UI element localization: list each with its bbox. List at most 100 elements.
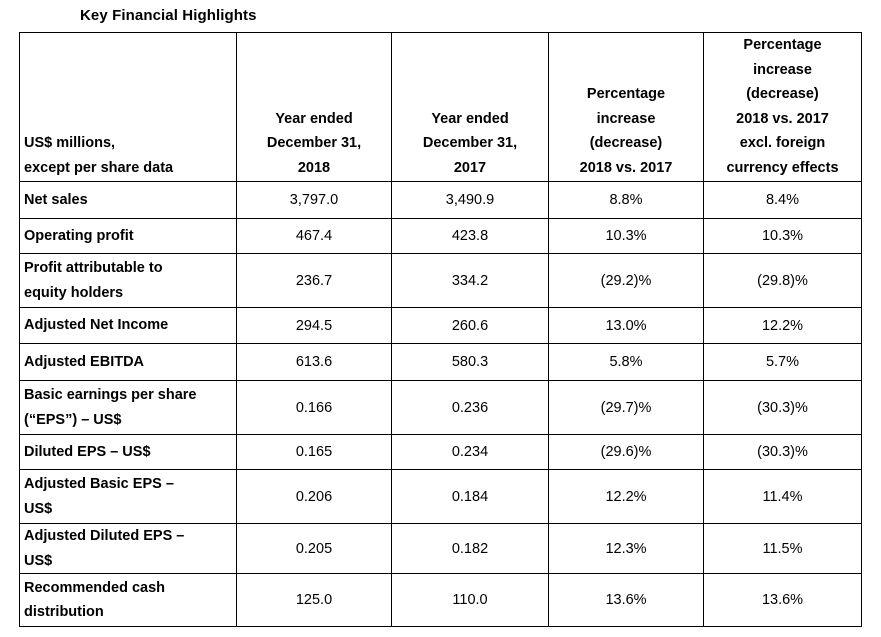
row-label: Adjusted EBITDA [19,343,237,381]
row-label-line: Net sales [24,191,88,208]
header-line: Percentage [743,37,822,53]
value-2017: 423.8 [391,218,549,254]
value-2018: 0.166 [236,380,392,435]
value-2017: 3,490.9 [391,181,549,219]
header-line: 2017 [453,159,487,176]
header-percentage-change-excl-fx: Percentage increase (decrease) 2018 vs. … [703,32,862,182]
financial-highlights-table: US$ millions, except per share data Year… [19,32,862,627]
value-pct-change-excl-fx: 13.6% [703,573,862,627]
header-year-2017: Year ended December 31, 2017 [391,32,549,182]
header-percentage-change: Percentage increase (decrease) 2018 vs. … [548,32,704,182]
row-label-line: distribution [24,604,104,620]
value-2018: 0.205 [236,523,392,574]
row-label-line: Operating profit [24,227,134,244]
row-label-line: US$ [24,500,53,517]
header-line: December 31, [422,135,518,151]
header-line: (decrease) [746,86,819,102]
value-pct-change-excl-fx: (29.8)% [703,253,862,308]
row-label: Net sales [19,181,237,219]
header-line: Year ended [431,110,509,127]
header-line: except per share data [24,159,174,176]
value-2018: 0.165 [236,434,392,470]
value-pct-change: 13.6% [548,573,704,627]
table-row: Diluted EPS – US$ 0.165 0.234 (29.6)% (3… [19,434,862,470]
value-pct-change-excl-fx: 11.5% [703,523,862,574]
row-label: Adjusted Diluted EPS – US$ [19,523,237,574]
value-2018: 3,797.0 [236,181,392,219]
row-label-line: Adjusted Net Income [24,317,169,334]
value-pct-change: (29.7)% [548,380,704,435]
value-pct-change-excl-fx: 10.3% [703,218,862,254]
header-line: currency effects [726,159,839,176]
value-2017: 260.6 [391,307,549,344]
header-line: Percentage [586,86,666,102]
value-pct-change-excl-fx: (30.3)% [703,380,862,435]
row-label: Operating profit [19,218,237,254]
value-pct-change: 8.8% [548,181,704,219]
value-2017: 334.2 [391,253,549,308]
table-row: Operating profit 467.4 423.8 10.3% 10.3% [19,218,862,254]
value-pct-change-excl-fx: 11.4% [703,469,862,524]
header-line: 2018 vs. 2017 [736,110,829,127]
header-year-2018: Year ended December 31, 2018 [236,32,392,182]
table-row: Basic earnings per share (“EPS”) – US$ 0… [19,380,862,435]
row-label-line: Adjusted Basic EPS – [24,476,174,492]
row-label-line: Adjusted Diluted EPS – [24,528,185,544]
value-2017: 110.0 [391,573,549,627]
table-row: Adjusted Diluted EPS – US$ 0.205 0.182 1… [19,523,862,574]
page-title: Key Financial Highlights [80,7,257,24]
table-row: Adjusted EBITDA 613.6 580.3 5.8% 5.7% [19,343,862,381]
value-2017: 0.182 [391,523,549,574]
row-label-line: Recommended cash [24,579,166,596]
value-pct-change-excl-fx: 8.4% [703,181,862,219]
row-label: Adjusted Net Income [19,307,237,344]
value-2017: 0.234 [391,434,549,470]
value-2018: 613.6 [236,343,392,381]
value-pct-change: 12.3% [548,523,704,574]
value-pct-change: 5.8% [548,343,704,381]
header-line: increase [596,110,656,127]
header-line: US$ millions, [24,135,116,151]
value-pct-change: 12.2% [548,469,704,524]
value-2017: 0.184 [391,469,549,524]
value-pct-change-excl-fx: 12.2% [703,307,862,344]
value-2018: 0.206 [236,469,392,524]
value-pct-change-excl-fx: 5.7% [703,343,862,381]
header-line: 2018 vs. 2017 [579,159,673,176]
row-label-line: Adjusted EBITDA [24,353,145,370]
row-label: Basic earnings per share (“EPS”) – US$ [19,380,237,435]
row-label: Diluted EPS – US$ [19,434,237,470]
value-2018: 294.5 [236,307,392,344]
table-header-row: US$ millions, except per share data Year… [19,32,862,182]
value-2017: 0.236 [391,380,549,435]
header-line: (decrease) [589,135,663,151]
header-line: December 31, [266,135,362,151]
table-row: Recommended cash distribution 125.0 110.… [19,573,862,627]
header-units: US$ millions, except per share data [19,32,237,182]
row-label-line: Profit attributable to [24,260,163,276]
row-label: Recommended cash distribution [19,573,237,627]
value-2018: 125.0 [236,573,392,627]
row-label-line: US$ [24,552,53,569]
table-row: Profit attributable to equity holders 23… [19,253,862,308]
value-2017: 580.3 [391,343,549,381]
value-pct-change: (29.2)% [548,253,704,308]
row-label-line: Diluted EPS – US$ [24,443,151,460]
header-line: increase [753,61,812,78]
value-pct-change: 13.0% [548,307,704,344]
header-line: 2018 [297,159,331,176]
row-label-line: Basic earnings per share [24,387,197,403]
table-row: Adjusted Net Income 294.5 260.6 13.0% 12… [19,307,862,344]
value-pct-change: 10.3% [548,218,704,254]
value-2018: 467.4 [236,218,392,254]
row-label-line: equity holders [24,284,124,301]
row-label-line: (“EPS”) – US$ [24,411,122,428]
value-pct-change-excl-fx: (30.3)% [703,434,862,470]
header-line: excl. foreign [739,135,826,151]
table-row: Adjusted Basic EPS – US$ 0.206 0.184 12.… [19,469,862,524]
row-label: Adjusted Basic EPS – US$ [19,469,237,524]
value-pct-change: (29.6)% [548,434,704,470]
value-2018: 236.7 [236,253,392,308]
header-line: Year ended [275,110,353,127]
